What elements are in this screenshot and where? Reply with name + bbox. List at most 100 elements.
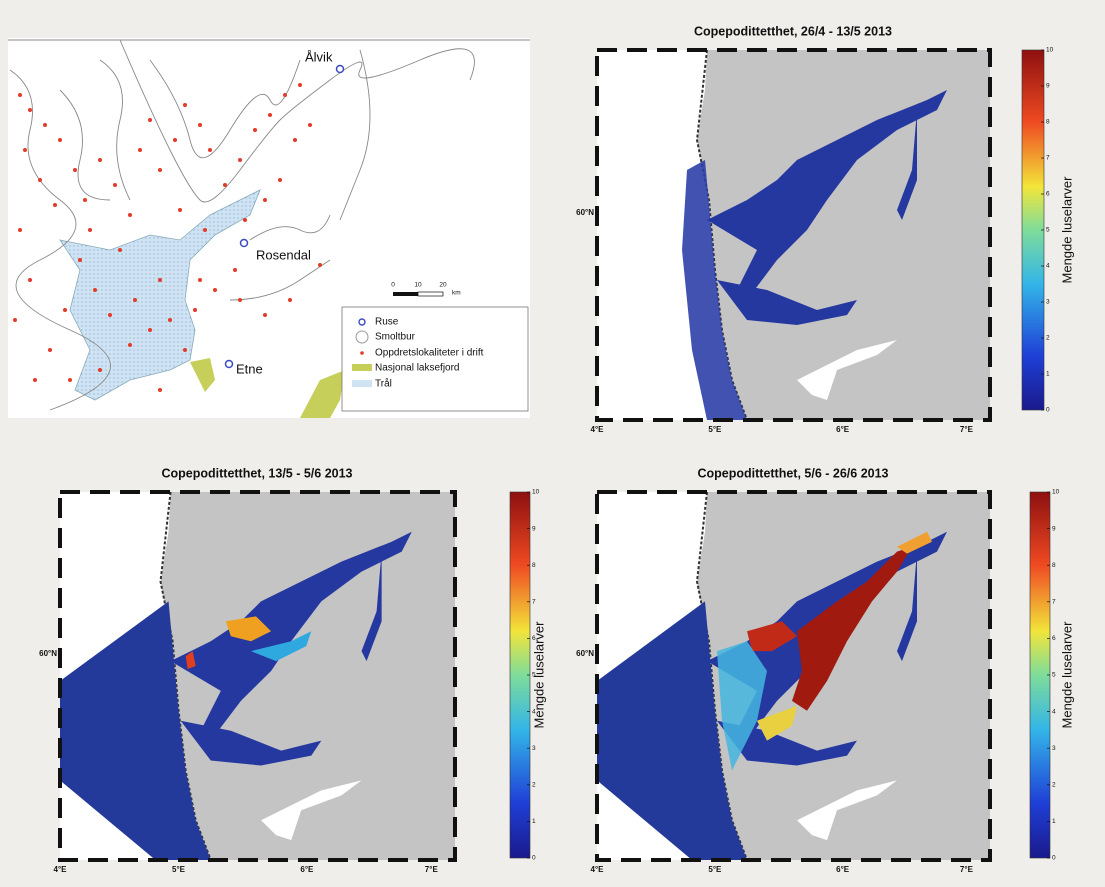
farm-site: [33, 378, 37, 382]
fjord: [180, 720, 322, 766]
map-panel: Copepodittetthet, 26/4 - 13/5 2013 4°E 5°E…: [576, 24, 1074, 434]
hotspot: [185, 651, 196, 670]
scale-bar: [393, 292, 418, 296]
farm-site: [308, 123, 312, 127]
legend-symbol: [352, 380, 372, 387]
colorbar-tick-label: 4: [532, 708, 536, 715]
farm-site: [158, 168, 162, 172]
legend-symbol: [352, 364, 372, 371]
overview-map: Ålvik Rosendal Etne 0 10 20 km Ruse Smol…: [8, 38, 530, 418]
coastlines: [9, 39, 475, 411]
colorbar: [1021, 49, 1045, 411]
colorbar-tick-label: 2: [532, 782, 536, 789]
colorbar-label: Mengde luselarver: [1059, 176, 1074, 284]
farm-site: [203, 228, 207, 232]
farm-sites: [13, 83, 322, 392]
hotspot: [792, 546, 912, 711]
x-axis-label: 7°E: [425, 865, 439, 874]
legend-symbol: [360, 351, 364, 355]
farm-site: [73, 168, 77, 172]
map-shape: [149, 59, 301, 159]
map-shape: [229, 259, 331, 301]
farm-site: [93, 288, 97, 292]
farm-site: [173, 138, 177, 142]
colorbar-tick-label: 5: [1052, 672, 1056, 679]
colorbar-tick-label: 0: [1052, 855, 1056, 862]
trawl-area: [59, 189, 261, 401]
farm-site: [183, 103, 187, 107]
farm-site: [183, 348, 187, 352]
colorbar-tick-label: 4: [1052, 708, 1056, 715]
colorbar-tick-label: 6: [1046, 191, 1050, 198]
legend-symbol: [358, 318, 366, 326]
fjord: [707, 90, 947, 300]
farm-site: [243, 218, 247, 222]
x-axis-label: 4°E: [591, 425, 605, 434]
colorbar-tick-label: 8: [1052, 562, 1056, 569]
inland-water: [261, 780, 362, 841]
fjord: [170, 531, 412, 741]
farm-site: [128, 213, 132, 217]
place-label: Etne: [236, 361, 263, 376]
farm-site: [13, 318, 17, 322]
farm-site: [38, 178, 42, 182]
farm-site: [198, 123, 202, 127]
farm-site: [238, 158, 242, 162]
farm-site: [193, 308, 197, 312]
colorbar-tick-label: 1: [1046, 371, 1050, 378]
x-axis-label: 5°E: [708, 865, 722, 874]
x-axis-label: 6°E: [836, 425, 850, 434]
colorbar-tick-label: 9: [532, 525, 536, 532]
map-shape: [59, 89, 111, 201]
legend-label: Nasjonal laksefjord: [375, 363, 460, 374]
farm-site: [98, 368, 102, 372]
farm-site: [18, 228, 22, 232]
colorbar-tick-label: 1: [532, 818, 536, 825]
farm-site: [263, 313, 267, 317]
offshore-field: [597, 601, 747, 860]
farm-site: [168, 318, 172, 322]
legend-label: Trål: [375, 378, 392, 390]
place-label: Rosendal: [256, 247, 311, 262]
farm-site: [113, 183, 117, 187]
colorbar-tick-label: 0: [1046, 407, 1050, 414]
x-axis-label: 6°E: [300, 865, 314, 874]
colorbar-tick-label: 10: [1046, 47, 1054, 54]
panel-title: Copepodittetthet, 26/4 - 13/5 2013: [694, 24, 892, 38]
map-shape: [249, 214, 331, 241]
colorbar-tick-label: 5: [1046, 227, 1050, 234]
colorbar-tick-label: 9: [1046, 83, 1050, 90]
salmon-fjord: [300, 370, 345, 418]
map-frame: [595, 490, 992, 862]
colorbar-tick-label: 8: [1046, 119, 1050, 126]
map-area: [597, 491, 990, 861]
farm-site: [288, 298, 292, 302]
farm-site: [68, 378, 72, 382]
map-area: [60, 491, 455, 861]
farm-site: [223, 183, 227, 187]
salmon-fjord: [190, 358, 215, 392]
x-axis-label: 5°E: [172, 865, 186, 874]
x-axis-label: 4°E: [54, 865, 68, 874]
hotspot: [225, 616, 272, 642]
farm-site: [253, 128, 257, 132]
farm-site: [148, 118, 152, 122]
colorbar-tick-label: 3: [532, 745, 536, 752]
colorbar-label: Mengde luselarver: [1059, 621, 1074, 729]
colorbar-tick-label: 1: [1052, 818, 1056, 825]
fjord: [717, 280, 857, 325]
fjord: [717, 720, 857, 766]
x-axis-label: 4°E: [591, 865, 605, 874]
map-shape: [339, 49, 371, 221]
farm-site: [318, 263, 322, 267]
farm-site: [293, 138, 297, 142]
colorbar-tick-label: 9: [1052, 525, 1056, 532]
panel-title: Copepodittetthet, 5/6 - 26/6 2013: [697, 466, 888, 480]
farm-site: [88, 228, 92, 232]
farm-site: [18, 93, 22, 97]
scale-bar: [417, 291, 444, 297]
colorbar-tick-label: 10: [1052, 489, 1060, 496]
map-shape: [99, 59, 131, 201]
colorbar-tick-label: 8: [532, 562, 536, 569]
